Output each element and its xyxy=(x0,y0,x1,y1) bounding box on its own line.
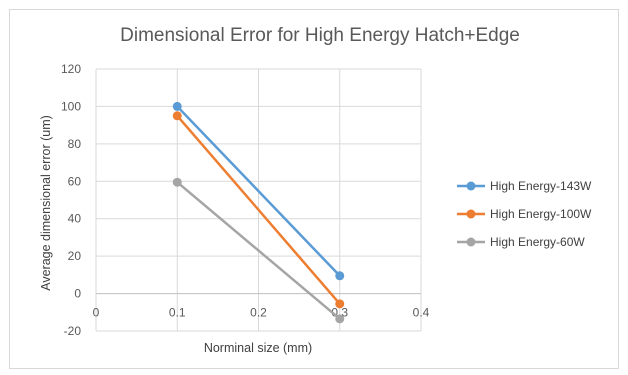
y-tick-label: 0 xyxy=(74,287,81,301)
chart-title: Dimensional Error for High Energy Hatch+… xyxy=(120,25,520,46)
x-axis-label: Norminal size (mm) xyxy=(204,341,312,355)
legend-item: High Energy-60W xyxy=(457,235,585,249)
legend: High Energy-143W High Energy-100W High Ene… xyxy=(457,179,592,249)
data-point xyxy=(172,177,182,187)
legend-item: High Energy-143W xyxy=(457,179,592,193)
y-tick-label: 20 xyxy=(68,249,82,263)
y-tick-label: 40 xyxy=(68,212,82,226)
legend-label: High Energy-143W xyxy=(490,179,592,193)
legend-marker xyxy=(466,181,476,191)
legend-label: High Energy-60W xyxy=(490,235,585,249)
data-point xyxy=(335,271,345,281)
y-axis-label: Average dimensional error (um) xyxy=(39,115,53,291)
grid xyxy=(95,68,422,332)
data-point xyxy=(172,111,182,121)
x-tick-label: 0 xyxy=(93,306,100,320)
y-tick-label: -20 xyxy=(64,324,82,338)
data-point xyxy=(335,299,345,309)
legend-item: High Energy-100W xyxy=(457,207,592,221)
y-tick-label: 120 xyxy=(61,62,81,76)
legend-label: High Energy-100W xyxy=(490,207,592,221)
series-line xyxy=(176,181,341,320)
series-layer xyxy=(172,101,345,324)
series-line xyxy=(176,105,341,277)
y-tick-label: 60 xyxy=(68,174,82,188)
x-tick-labels: 0 0.1 0.2 0.3 0.4 xyxy=(93,306,430,320)
y-tick-label: 80 xyxy=(68,137,82,151)
data-point xyxy=(335,314,345,324)
series-line xyxy=(176,114,341,305)
x-tick-label: 0.4 xyxy=(413,306,430,320)
y-tick-label: 100 xyxy=(61,99,81,113)
x-tick-label: 0.1 xyxy=(169,306,186,320)
legend-marker xyxy=(466,237,476,247)
y-tick-labels: -20 0 20 40 60 80 100 120 xyxy=(61,62,81,338)
x-tick-label: 0.2 xyxy=(250,306,267,320)
data-point xyxy=(172,101,182,111)
legend-marker xyxy=(466,209,476,219)
